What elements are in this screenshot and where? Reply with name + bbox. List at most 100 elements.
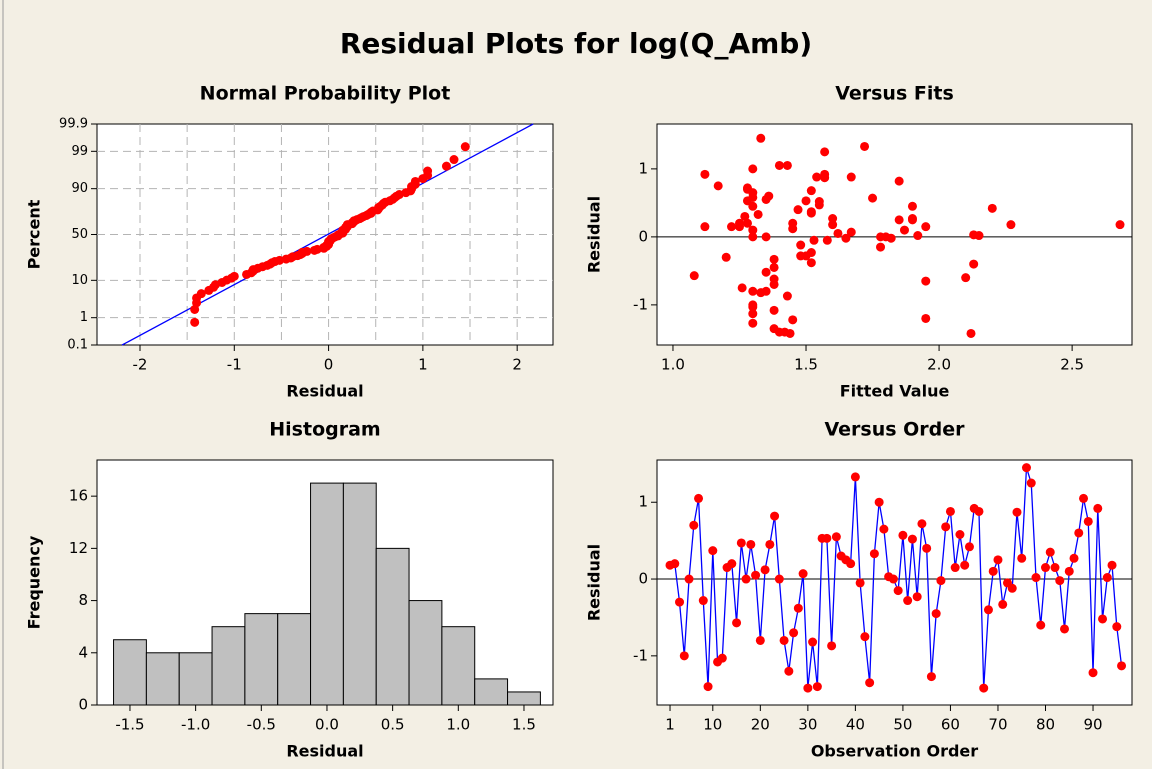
point [974, 231, 984, 241]
bar [507, 691, 541, 706]
point [969, 259, 979, 269]
point [782, 160, 792, 170]
point [912, 592, 922, 602]
y-tick-label: 1 [80, 310, 88, 325]
point [1026, 478, 1036, 488]
point [796, 240, 806, 250]
x-tick-label: 20 [751, 716, 770, 734]
point [833, 228, 843, 238]
point [1083, 516, 1093, 526]
y-tick-label: 99 [71, 144, 88, 159]
point [684, 574, 694, 584]
point [806, 186, 816, 196]
point [1112, 622, 1122, 632]
point [721, 252, 731, 262]
y-tick-label: 0 [638, 227, 648, 245]
x-tick-label: 80 [1036, 716, 1055, 734]
point [1050, 563, 1060, 573]
point [742, 218, 752, 228]
point [860, 632, 870, 642]
point [460, 142, 470, 152]
y-tick-label: 0 [78, 696, 88, 714]
point [302, 246, 312, 256]
point [917, 519, 927, 529]
point [1031, 573, 1041, 583]
point [761, 267, 771, 277]
point [670, 559, 680, 569]
point [737, 283, 747, 293]
point [955, 529, 965, 539]
point [1079, 493, 1089, 503]
x-tick-label: -1.5 [115, 716, 144, 734]
point [700, 169, 710, 179]
x-tick-label: -0.5 [247, 716, 276, 734]
x-tick-label: -1.0 [181, 716, 210, 734]
point [998, 599, 1008, 609]
point [748, 286, 758, 296]
bar [277, 613, 312, 706]
point [774, 574, 784, 584]
y-axis-label: Percent [25, 199, 44, 269]
x-tick-label: -2 [133, 356, 148, 374]
y-tick-label: 0.1 [67, 338, 88, 353]
bar [310, 482, 344, 706]
point [734, 222, 744, 232]
y-tick-label: 90 [71, 181, 88, 196]
bar [178, 652, 213, 706]
x-tick-label: 90 [1083, 716, 1102, 734]
point [809, 235, 819, 245]
x-tick-label: 1.0 [446, 716, 470, 734]
point [876, 232, 886, 242]
panel-title: Versus Fits [835, 83, 954, 105]
point [869, 549, 879, 559]
x-tick-label: 1 [665, 716, 675, 734]
point [769, 262, 779, 272]
x-tick-label: 60 [941, 716, 960, 734]
x-tick-label: 40 [846, 716, 865, 734]
point [846, 559, 856, 569]
point [765, 539, 775, 549]
point [196, 289, 206, 299]
point [846, 172, 856, 182]
point [1115, 220, 1125, 230]
x-tick-label: 2.5 [1060, 356, 1084, 374]
point [689, 271, 699, 281]
x-tick-label: 50 [893, 716, 912, 734]
point [931, 609, 941, 619]
point [860, 141, 870, 151]
point [1060, 624, 1070, 634]
point [913, 231, 923, 241]
point [761, 232, 771, 242]
point [1036, 620, 1046, 630]
point [741, 574, 751, 584]
point [806, 208, 816, 218]
point [922, 543, 932, 553]
point [960, 560, 970, 570]
point [748, 192, 758, 202]
x-tick-label: 1.5 [512, 716, 536, 734]
point [993, 555, 1003, 565]
point [748, 232, 758, 242]
point [755, 635, 765, 645]
point [921, 313, 931, 323]
point [921, 222, 931, 232]
point [907, 201, 917, 211]
x-tick-label: 2 [512, 356, 522, 374]
point [907, 534, 917, 544]
point [828, 214, 838, 224]
point [1117, 661, 1127, 671]
point [806, 258, 816, 268]
bar [113, 639, 147, 706]
point [814, 197, 824, 207]
point [1098, 614, 1108, 624]
point [966, 328, 976, 338]
point [1064, 566, 1074, 576]
point [756, 133, 766, 143]
y-tick-label: 4 [78, 643, 88, 661]
point [740, 211, 750, 221]
panel-title: Histogram [269, 419, 380, 441]
point [769, 254, 779, 264]
x-axis-label: Residual [286, 742, 363, 761]
point [788, 315, 798, 325]
